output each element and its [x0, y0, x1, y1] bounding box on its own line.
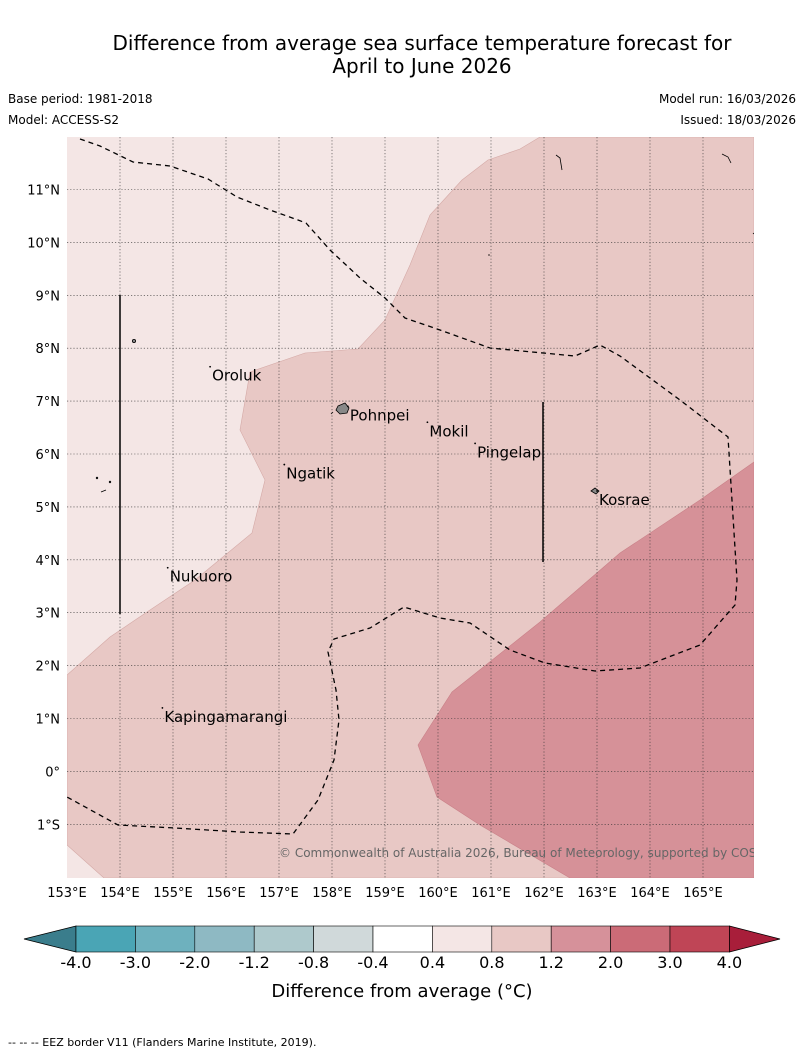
- colorbar-tick-label: 0.4: [420, 953, 445, 972]
- place-label: Pohnpei: [350, 406, 410, 424]
- copyright-notice: © Commonwealth of Australia 2026, Bureau…: [279, 846, 784, 860]
- longitude-label: 156°E: [206, 886, 246, 901]
- colorbar-extend-low: [23, 925, 77, 953]
- islet: [100, 489, 107, 493]
- colorbar-segment: [669, 925, 730, 953]
- latitude-label: 9°N: [36, 289, 61, 304]
- place-marker: [474, 442, 476, 445]
- place-marker: [161, 707, 164, 709]
- place-label: Kapingamarangi: [164, 708, 287, 726]
- colorbar-tick-label: 4.0: [717, 953, 742, 972]
- latitude-label: 6°N: [36, 448, 61, 463]
- place-marker: [347, 405, 349, 408]
- longitude-label: 160°E: [418, 886, 458, 901]
- place-label: Kosrae: [599, 491, 650, 509]
- latitude-label: 1°S: [37, 818, 60, 833]
- colorbar-tick-label: -2.0: [179, 953, 210, 972]
- longitude-label: 163°E: [577, 886, 617, 901]
- place-marker: [596, 490, 598, 492]
- colorbar-segment: [253, 925, 314, 953]
- longitude-label: 157°E: [259, 886, 299, 901]
- kosrae-island: [590, 487, 600, 495]
- colorbar-tick-label: -1.2: [239, 953, 270, 972]
- islet: [330, 411, 334, 415]
- base-period: Base period: 1981-2018: [8, 92, 153, 106]
- colorbar-segment: [135, 925, 196, 953]
- latitude-label: 5°N: [36, 501, 61, 516]
- colorbar-tick-label: -0.4: [357, 953, 388, 972]
- place-label: Pingelap: [477, 443, 541, 461]
- islet: [131, 338, 136, 343]
- islet: [555, 154, 563, 171]
- latitude-label: 11°N: [27, 184, 60, 199]
- colorbar-tick-label: 2.0: [598, 953, 623, 972]
- place-labels: Oroluk Pohnpei Mokil Pingelap Ngatik Kosrae Nu…: [161, 365, 650, 726]
- latitude-label: 0°: [45, 765, 60, 780]
- eez-footnote: -- -- -- EEZ border V11 (Flanders Marine…: [8, 1036, 317, 1049]
- sst-map: Oroluk Pohnpei Mokil Pingelap Ngatik Kosrae Nu…: [67, 137, 784, 878]
- colorbar-segment: [550, 925, 611, 953]
- colorbar-tick-label: -0.8: [298, 953, 329, 972]
- latitude-labels: 11°N 10°N 9°N 8°N 7°N 6°N 5°N 4°N 3°N 2°N 1°N 0° 1°S: [27, 184, 60, 834]
- longitude-label: 153°E: [47, 886, 87, 901]
- colorbar-tick-label: 1.2: [538, 953, 563, 972]
- colorbar-extend-high: [729, 925, 781, 953]
- latitude-label: 8°N: [36, 342, 61, 357]
- colorbar-segment: [313, 925, 374, 953]
- place-label: Oroluk: [212, 367, 261, 385]
- longitude-label: 162°E: [524, 886, 564, 901]
- title-line-2: April to June 2026: [332, 54, 512, 78]
- latitude-label: 3°N: [36, 607, 61, 622]
- colorbar: -4.0 -3.0 -2.0 -1.2 -0.8 -0.4 0.4 0.8 1.2 2.0 3.0 4…: [23, 925, 781, 972]
- colorbar-tick-label: 3.0: [657, 953, 682, 972]
- longitude-label: 161°E: [471, 886, 511, 901]
- colorbar-segment: [610, 925, 671, 953]
- islet: [108, 480, 112, 484]
- place-label: Mokil: [429, 422, 468, 440]
- place-marker: [283, 463, 286, 466]
- longitude-label: 159°E: [365, 886, 405, 901]
- colorbar-title: Difference from average (°C): [271, 981, 532, 1002]
- colorbar-tick-label: -3.0: [120, 953, 151, 972]
- place-label: Ngatik: [286, 465, 335, 483]
- latitude-label: 10°N: [27, 236, 60, 251]
- place-label: Nukuoro: [170, 568, 233, 586]
- islet: [752, 232, 754, 235]
- colorbar-segment: [491, 925, 552, 953]
- colorbar-segment: [432, 925, 493, 953]
- title-line-1: Difference from average sea surface temp…: [112, 31, 732, 55]
- latitude-label: 7°N: [36, 395, 61, 410]
- islet: [95, 476, 99, 480]
- longitude-label: 155°E: [153, 886, 193, 901]
- eez-border: [67, 138, 738, 835]
- longitude-label: 154°E: [100, 886, 140, 901]
- latitude-label: 1°N: [36, 713, 61, 728]
- place-marker: [209, 365, 212, 368]
- colorbar-segment: [194, 925, 255, 953]
- model-run: Model run: 16/03/2026: [658, 92, 796, 106]
- longitude-labels: 153°E 154°E 155°E 156°E 157°E 158°E 159°E 160°E…: [47, 886, 723, 901]
- graticule: [67, 137, 754, 878]
- map-title: Difference from average sea surface temp…: [40, 32, 804, 78]
- longitude-label: 165°E: [683, 886, 723, 901]
- pohnpei-island: [335, 402, 350, 415]
- colorbar-segment: [372, 925, 433, 953]
- issued-date: Issued: 18/03/2026: [680, 113, 796, 127]
- longitude-label: 158°E: [312, 886, 352, 901]
- place-marker: [426, 421, 429, 424]
- model-name: Model: ACCESS-S2: [8, 113, 120, 127]
- place-marker: [166, 566, 169, 569]
- colorbar-segment: [75, 925, 136, 953]
- latitude-label: 4°N: [36, 554, 61, 569]
- islands: [95, 153, 754, 495]
- colorbar-tick-label: 0.8: [479, 953, 504, 972]
- latitude-label: 2°N: [36, 660, 61, 675]
- colorbar-tick-label: -4.0: [60, 953, 91, 972]
- longitude-label: 164°E: [630, 886, 670, 901]
- islet: [721, 153, 732, 164]
